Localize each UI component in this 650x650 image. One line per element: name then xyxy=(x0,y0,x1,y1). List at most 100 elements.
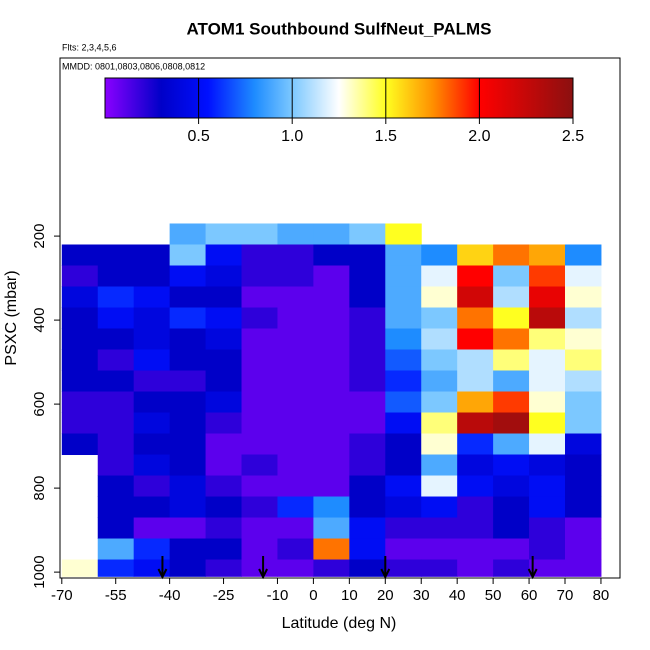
heat-cell xyxy=(241,328,278,351)
heat-cell xyxy=(313,412,350,435)
heat-cell xyxy=(133,517,171,540)
heat-cell xyxy=(241,412,278,435)
heat-cell xyxy=(385,454,422,477)
heat-cell xyxy=(457,412,494,435)
heat-cell xyxy=(385,433,422,456)
x-tick-label: -10 xyxy=(267,587,289,604)
heat-cell xyxy=(529,454,566,477)
heat-cell xyxy=(349,391,386,414)
heat-cell xyxy=(421,412,458,435)
heat-cell xyxy=(241,559,278,577)
heat-cell xyxy=(277,475,314,498)
heat-cell xyxy=(421,559,458,577)
heat-cell xyxy=(349,496,386,519)
heat-cell xyxy=(97,496,135,519)
heat-cell xyxy=(133,475,171,498)
heat-cell xyxy=(565,265,602,287)
x-axis-label: Latitude (deg N) xyxy=(282,615,397,632)
heat-cell xyxy=(241,517,278,540)
heat-cell xyxy=(205,433,243,456)
heat-cell xyxy=(565,286,602,308)
heat-cell xyxy=(457,538,494,561)
y-tick-label: 600 xyxy=(31,392,48,417)
y-tick-label: 1000 xyxy=(31,555,48,588)
heat-cell xyxy=(313,559,350,577)
heat-cell xyxy=(313,391,350,414)
heat-cell xyxy=(385,517,422,540)
heat-cell xyxy=(169,370,207,393)
heat-cell xyxy=(277,496,314,519)
heat-cell xyxy=(385,307,422,330)
subtitle: Flts: 2,3,4,5,6 xyxy=(62,42,117,52)
heat-cell xyxy=(493,454,530,477)
heat-cell xyxy=(529,307,566,330)
heat-cell xyxy=(97,307,135,330)
heat-cell xyxy=(529,517,566,540)
heat-cell xyxy=(61,328,99,351)
heat-cell xyxy=(493,244,530,266)
heat-cell xyxy=(205,454,243,477)
heat-cell xyxy=(133,265,171,287)
x-tick-label: 40 xyxy=(449,587,466,604)
heat-cell xyxy=(97,391,135,414)
heat-cell xyxy=(169,391,207,414)
heat-cell xyxy=(169,517,207,540)
heat-cell xyxy=(493,307,530,330)
heat-cell xyxy=(277,307,314,330)
heat-cell xyxy=(205,412,243,435)
heat-cell xyxy=(421,328,458,351)
heat-cell xyxy=(241,286,278,308)
heat-cell xyxy=(97,517,135,540)
heat-cell xyxy=(457,496,494,519)
heat-cell xyxy=(457,454,494,477)
heat-cell xyxy=(277,223,314,245)
heat-cell xyxy=(385,370,422,393)
heat-cell xyxy=(313,223,350,245)
heat-cell xyxy=(529,286,566,308)
heat-cell xyxy=(313,517,350,540)
heat-cell xyxy=(61,244,99,266)
heat-cell xyxy=(385,412,422,435)
heat-cell xyxy=(493,391,530,414)
heat-cell xyxy=(313,286,350,308)
heat-cell xyxy=(565,370,602,393)
heat-cell xyxy=(205,370,243,393)
heat-cell xyxy=(385,349,422,372)
heat-cell xyxy=(169,244,207,266)
x-tick-label: 70 xyxy=(557,587,574,604)
heat-cell xyxy=(61,559,99,577)
heat-cell xyxy=(241,370,278,393)
heat-cell xyxy=(169,454,207,477)
heat-cell xyxy=(421,496,458,519)
heat-cell xyxy=(493,370,530,393)
heat-cell xyxy=(493,496,530,519)
heat-cell xyxy=(277,328,314,351)
heat-cell xyxy=(97,538,135,561)
heat-cell xyxy=(169,328,207,351)
heat-cell xyxy=(529,328,566,351)
heat-cell xyxy=(241,265,278,287)
heat-cell xyxy=(241,223,278,245)
heat-cell xyxy=(421,286,458,308)
heat-cell xyxy=(349,265,386,287)
heat-cell xyxy=(565,496,602,519)
heat-cell xyxy=(421,307,458,330)
heat-cell xyxy=(565,475,602,498)
heat-cell xyxy=(385,538,422,561)
heat-cell xyxy=(457,370,494,393)
heat-cell xyxy=(349,307,386,330)
heat-cell xyxy=(457,559,494,577)
heat-cell xyxy=(205,538,243,561)
x-tick-label: 50 xyxy=(485,587,502,604)
heat-cell xyxy=(133,307,171,330)
heat-cell xyxy=(313,433,350,456)
heat-cell xyxy=(529,265,566,287)
heat-cell xyxy=(277,517,314,540)
heat-cell xyxy=(457,349,494,372)
heat-cell xyxy=(205,475,243,498)
heat-cell xyxy=(457,286,494,308)
heat-cell xyxy=(529,496,566,519)
heat-cell xyxy=(241,391,278,414)
colorbar xyxy=(104,77,574,119)
heat-cell xyxy=(169,265,207,287)
